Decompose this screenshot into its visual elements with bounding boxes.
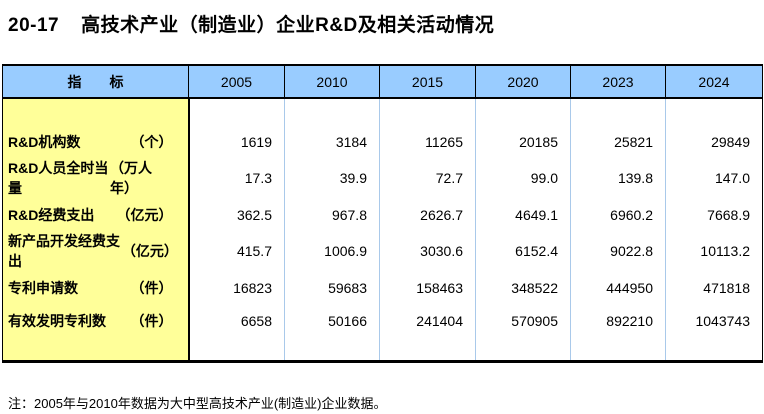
table-title-text: 高技术产业（制造业）企业R&D及相关活动情况 [81,15,495,36]
table-row-valid-invention-patents: 有效发明专利数 （件） 6658 50166 241404 570905 892… [2,304,763,337]
value-cell: 362.5 [188,198,285,231]
indicator-unit: （件） [130,312,173,329]
indicator-cell: R&D人员全时当量 （万人年） [2,158,190,198]
value-cell: 59683 [284,271,380,304]
spacer-row-top [2,98,763,125]
value-cell: 967.8 [284,198,380,231]
value-cell: 20185 [475,125,571,158]
indicator-cell: 专利申请数 （件） [2,271,190,304]
indicator-unit: （个） [130,133,173,150]
value-cell: 1006.9 [284,231,380,271]
table-row-rd-institutions: R&D机构数 （个） 1619 3184 11265 20185 25821 2… [2,125,763,158]
indicator-unit: （件） [130,279,173,296]
value-cell: 2626.7 [379,198,476,231]
value-cell: 348522 [475,271,571,304]
indicator-label: 新产品开发经费支出 [8,233,120,269]
header-year-2024: 2024 [665,65,763,99]
indicator-unit: （亿元） [121,243,178,259]
value-cell: 9022.8 [570,231,666,271]
value-cell: 1043743 [665,304,763,337]
value-cell: 7668.9 [665,198,763,231]
value-cell: 3184 [284,125,380,158]
indicator-label: 有效发明专利数 [8,312,106,329]
spacer-label-cell [2,337,190,361]
value-cell: 4649.1 [475,198,571,231]
value-cell: 6658 [188,304,285,337]
indicator-label: R&D经费支出 [8,206,95,223]
value-cell: 147.0 [665,158,763,198]
value-cell: 11265 [379,125,476,158]
value-cell: 471818 [665,271,763,304]
indicator-label: R&D人员全时当量 [8,160,109,196]
indicator-unit: （亿元） [116,206,173,223]
value-cell: 158463 [379,271,476,304]
value-cell: 16823 [188,271,285,304]
header-indicator-cell: 指 标 [2,65,189,99]
table-number: 20-17 [8,15,60,36]
value-cell: 6960.2 [570,198,666,231]
value-cell: 72.7 [379,158,476,198]
value-cell: 39.9 [284,158,380,198]
value-cell: 29849 [665,125,763,158]
value-cell: 241404 [379,304,476,337]
statistics-table: 指 标 2005 2010 2015 2020 2023 2024 R&D机构数 [2,64,763,363]
table-row-rd-expenditure: R&D经费支出 （亿元） 362.5 967.8 2626.7 4649.1 6… [2,198,763,231]
value-cell: 99.0 [475,158,571,198]
value-cell: 139.8 [570,158,666,198]
table-row-rd-personnel: R&D人员全时当量 （万人年） 17.3 39.9 72.7 99.0 139.… [2,158,763,198]
table-row-new-product-expenditure: 新产品开发经费支出 （亿元） 415.7 1006.9 3030.6 6152.… [2,231,763,271]
spacer-row-bottom [2,337,763,361]
value-cell: 570905 [475,304,571,337]
indicator-label: 专利申请数 [8,279,78,296]
header-year-2020: 2020 [475,65,571,99]
value-cell: 1619 [188,125,285,158]
value-cell: 17.3 [188,158,285,198]
footnote: 注：2005年与2010年数据为大中型高技术产业(制造业)企业数据。 [8,395,387,411]
table-row-patent-applications: 专利申请数 （件） 16823 59683 158463 348522 4449… [2,271,763,304]
indicator-cell: 新产品开发经费支出 （亿元） [2,231,190,271]
value-cell: 415.7 [188,231,285,271]
indicator-cell: R&D机构数 （个） [2,125,190,158]
page-title: 20-17 高技术产业（制造业）企业R&D及相关活动情况 [0,0,764,37]
value-cell: 892210 [570,304,666,337]
header-year-2005: 2005 [188,65,285,99]
header-year-2010: 2010 [284,65,380,99]
header-year-2023: 2023 [570,65,666,99]
value-cell: 6152.4 [475,231,571,271]
indicator-label: R&D机构数 [8,133,81,150]
value-cell: 10113.2 [665,231,763,271]
value-cell: 25821 [570,125,666,158]
value-cell: 50166 [284,304,380,337]
value-cell: 3030.6 [379,231,476,271]
value-cell: 444950 [570,271,666,304]
header-row: 指 标 2005 2010 2015 2020 2023 2024 [2,65,763,99]
indicator-unit: （万人年） [110,160,153,196]
header-year-2015: 2015 [379,65,476,99]
spacer-label-cell [2,98,190,125]
indicator-cell: R&D经费支出 （亿元） [2,198,190,231]
indicator-cell: 有效发明专利数 （件） [2,304,190,337]
